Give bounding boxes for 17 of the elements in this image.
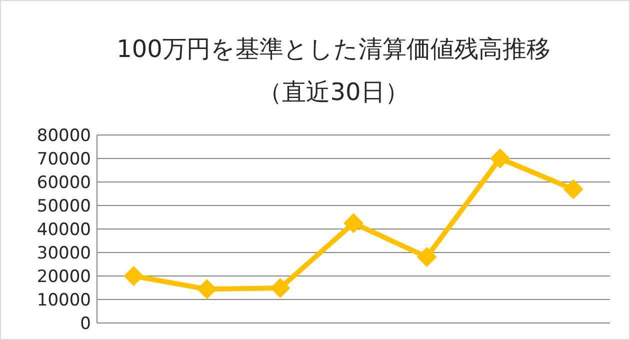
y-tick-label: 70000 — [36, 150, 91, 170]
y-tick-label: 80000 — [36, 126, 91, 146]
chart-subtitle: （直近30日） — [258, 78, 409, 106]
point — [563, 179, 584, 200]
point — [124, 266, 144, 286]
y-tick-label: 0 — [80, 314, 91, 334]
y-tick-label: 50000 — [36, 196, 91, 216]
point — [344, 213, 364, 234]
y-tick-label: 30000 — [36, 244, 91, 264]
y-tick-label: 60000 — [36, 173, 91, 193]
y-tick-label: 20000 — [36, 267, 91, 287]
point — [416, 246, 437, 267]
point — [270, 278, 290, 298]
point — [490, 148, 510, 168]
chart-title: 100万円を基準とした清算価値残高推移 — [116, 35, 550, 63]
y-tick-label: 40000 — [36, 220, 91, 240]
y-tick-label: 10000 — [36, 290, 91, 310]
